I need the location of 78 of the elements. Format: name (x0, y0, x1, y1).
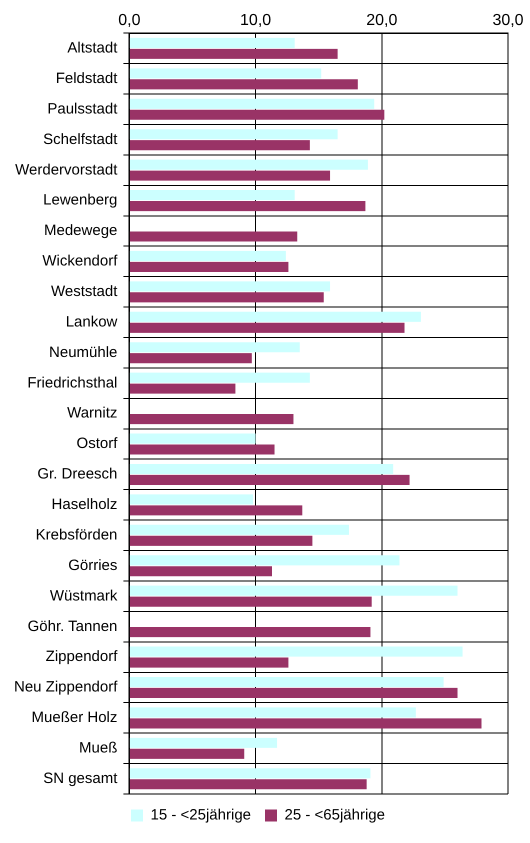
bar (130, 414, 294, 424)
bar (130, 524, 349, 535)
y-tick-label: Wüstmark (50, 587, 118, 604)
bar (130, 646, 463, 657)
bar (130, 586, 458, 596)
x-tick-label: 20,0 (366, 12, 398, 30)
y-tick-label: Lewenberg (43, 192, 118, 209)
bar (130, 250, 286, 261)
y-tick-label: Paulsstadt (47, 100, 118, 118)
y-tick-label: Wickendorf (42, 252, 118, 270)
y-tick-label: Neu Zippendorf (14, 678, 118, 696)
bar (130, 140, 310, 150)
bar (130, 201, 366, 212)
bar (130, 129, 338, 140)
bar (130, 748, 244, 759)
y-tick-label: Neumühle (49, 344, 118, 361)
y-tick-label: Weststadt (50, 283, 118, 300)
y-tick-label: Ostorf (76, 435, 118, 452)
y-tick-label: Göhr. Tannen (28, 618, 118, 635)
y-tick-label: Krebsförden (36, 526, 118, 544)
bar (130, 505, 302, 516)
bar (130, 292, 324, 302)
bar (130, 38, 295, 48)
bar (130, 342, 300, 352)
y-tick-label: Altstadt (67, 40, 118, 57)
legend-label: 15 - <25jährige (150, 806, 252, 824)
y-tick-label: Mueß (79, 739, 118, 756)
bar (130, 262, 288, 272)
bar (130, 688, 458, 698)
bar (130, 596, 372, 607)
bar (130, 79, 358, 90)
bar (130, 494, 254, 504)
y-tick-label: Zippendorf (46, 648, 118, 666)
bar (130, 372, 310, 383)
bar (130, 312, 421, 322)
bar (130, 281, 330, 292)
bar (130, 110, 384, 120)
bar (130, 160, 368, 170)
y-tick-label: Lankow (66, 313, 118, 330)
bar (130, 48, 338, 59)
bar (130, 566, 272, 576)
bar (130, 555, 400, 566)
bar (130, 627, 370, 638)
bar (130, 779, 367, 790)
bar (130, 676, 444, 688)
y-tick-label: Mueßer Holz (32, 709, 118, 726)
bar (130, 322, 405, 333)
bar (130, 231, 298, 242)
bar (130, 353, 252, 364)
y-tick-label: Warnitz (67, 404, 118, 422)
y-tick-label: Görries (68, 556, 118, 574)
bar (130, 718, 482, 728)
bar (130, 170, 330, 181)
bar (130, 444, 275, 455)
y-tick-label: SN gesamt (43, 770, 118, 787)
bar (130, 384, 236, 394)
bar (130, 464, 394, 474)
y-tick-label: Werdervorstadt (15, 161, 118, 178)
y-tick-label: Feldstadt (56, 70, 118, 87)
y-tick-label: Medewege (44, 222, 118, 240)
bar (130, 434, 256, 444)
x-tick-label: 30,0 (492, 12, 524, 30)
bar (130, 707, 416, 718)
x-tick-label: 0,0 (118, 12, 141, 30)
y-tick-label: Haselholz (52, 496, 118, 514)
legend-label: 25 - <65jährige (284, 806, 385, 824)
bar (130, 657, 288, 668)
bar (130, 536, 312, 546)
bar (130, 68, 322, 78)
bar (130, 190, 295, 200)
bar (130, 98, 374, 109)
y-tick-label: Gr. Dreesch (37, 466, 118, 483)
bar (130, 474, 410, 485)
y-tick-label: Friedrichsthal (27, 374, 118, 392)
bar (130, 738, 278, 748)
x-tick-label: 10,0 (240, 12, 272, 30)
bar (130, 768, 370, 778)
y-tick-label: Schelfstadt (43, 130, 118, 148)
